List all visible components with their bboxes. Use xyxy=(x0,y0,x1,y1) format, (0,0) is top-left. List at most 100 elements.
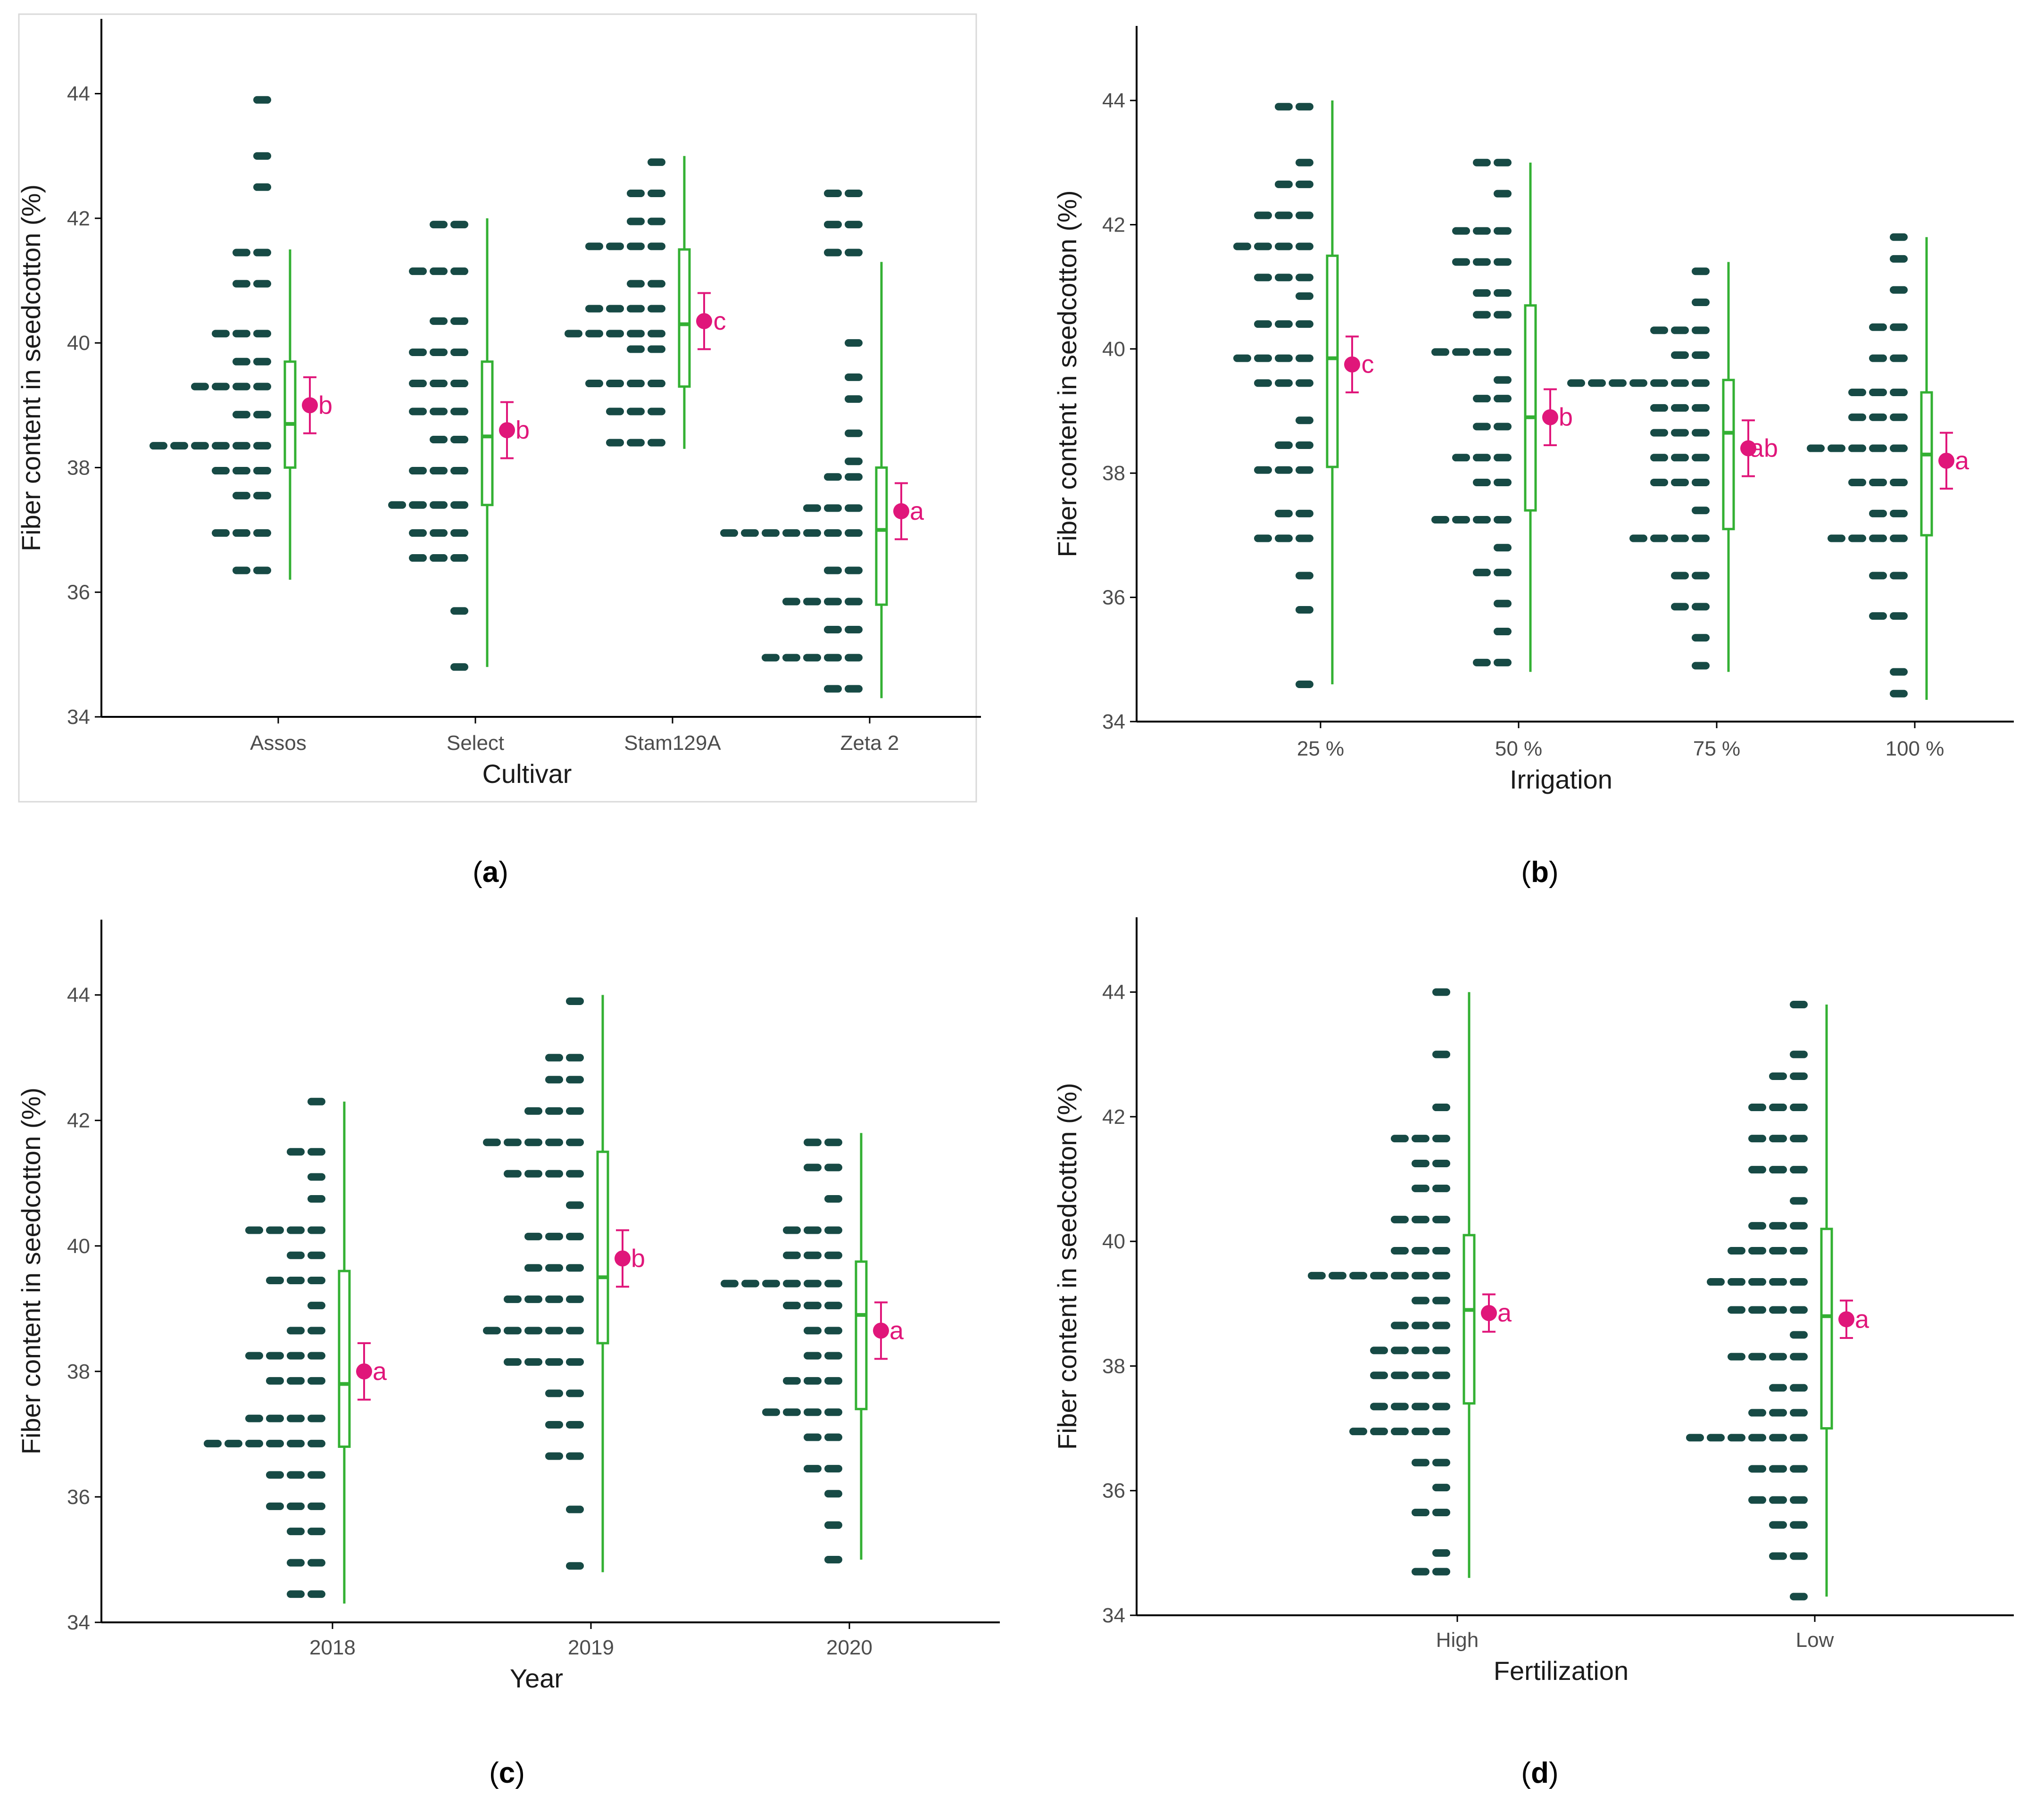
y-tick-label: 34 xyxy=(67,1611,90,1634)
data-dot xyxy=(783,1251,801,1259)
data-dot xyxy=(1412,1459,1429,1467)
panel-label: (a) xyxy=(473,856,508,889)
data-dot xyxy=(1494,227,1512,235)
data-dot xyxy=(566,1358,584,1366)
y-tick-label: 34 xyxy=(1102,710,1125,733)
data-dot xyxy=(824,529,842,537)
data-dot xyxy=(1254,379,1272,387)
significance-letter: c xyxy=(714,307,726,335)
significance-letter: a xyxy=(1955,447,1969,475)
data-dot xyxy=(1494,478,1512,486)
data-dot xyxy=(1790,1050,1808,1058)
data-dot xyxy=(1769,1384,1787,1392)
data-dot xyxy=(606,380,624,388)
box-iqr xyxy=(596,1150,609,1345)
data-dot xyxy=(585,330,603,338)
data-dot xyxy=(1296,242,1313,250)
data-dot xyxy=(1275,103,1293,111)
data-dot xyxy=(1769,1409,1787,1417)
data-dot xyxy=(233,249,250,257)
data-dot xyxy=(212,467,230,475)
data-dot xyxy=(545,1232,563,1240)
data-dot xyxy=(1275,242,1293,250)
significance-letter: ab xyxy=(1750,434,1778,463)
mean-point xyxy=(499,422,515,439)
dot-stack-1 xyxy=(1431,158,1512,666)
data-dot xyxy=(1296,606,1313,614)
data-dot xyxy=(1432,1459,1450,1467)
data-dot xyxy=(307,1148,325,1156)
mean-point xyxy=(873,1322,889,1339)
data-dot xyxy=(1692,534,1710,542)
y-tick-label: 40 xyxy=(67,332,90,355)
dot-stack-1 xyxy=(1686,1001,1808,1601)
data-dot xyxy=(1869,354,1887,362)
y-tick-label: 38 xyxy=(67,1360,90,1383)
data-dot xyxy=(1275,441,1293,449)
data-dot xyxy=(566,1327,584,1335)
data-dot xyxy=(804,1327,822,1335)
data-dot xyxy=(524,1358,542,1366)
data-dot xyxy=(1432,1346,1450,1354)
data-dot xyxy=(824,473,842,481)
data-dot xyxy=(1233,354,1251,362)
data-dot xyxy=(307,1528,325,1536)
data-dot xyxy=(1432,1246,1450,1255)
data-dot xyxy=(804,1163,822,1172)
data-dot xyxy=(504,1170,522,1178)
data-dot xyxy=(1432,1184,1450,1192)
data-dot xyxy=(307,1559,325,1567)
data-dot xyxy=(1432,1549,1450,1557)
panel-label-close-paren: ) xyxy=(499,856,508,889)
data-dot xyxy=(253,96,271,104)
y-tick-label: 36 xyxy=(67,581,90,604)
data-dot xyxy=(1452,515,1470,523)
data-dot xyxy=(245,1226,263,1234)
data-dot xyxy=(483,1138,501,1147)
panel-label: (c) xyxy=(489,1757,525,1789)
data-dot xyxy=(483,1327,501,1335)
data-dot xyxy=(545,1170,563,1178)
data-dot xyxy=(450,435,468,443)
data-dot xyxy=(1890,509,1908,517)
data-dot xyxy=(545,1107,563,1115)
dot-stack-2 xyxy=(1567,267,1710,670)
data-dot xyxy=(307,1302,325,1310)
data-dot xyxy=(1412,1371,1429,1379)
y-tick-label: 34 xyxy=(67,706,90,729)
data-dot xyxy=(1869,478,1887,486)
data-dot xyxy=(1769,1222,1787,1230)
data-dot xyxy=(266,1471,284,1479)
significance-letter: a xyxy=(889,1316,904,1345)
data-dot xyxy=(504,1358,522,1366)
data-dot xyxy=(1790,1246,1808,1255)
data-dot xyxy=(1748,1278,1766,1286)
data-dot xyxy=(845,473,863,481)
box-iqr xyxy=(1326,254,1339,468)
data-dot xyxy=(191,382,209,391)
data-dot xyxy=(1890,389,1908,397)
data-dot xyxy=(1431,515,1449,523)
data-dot xyxy=(1275,274,1293,282)
data-dot xyxy=(170,442,188,450)
data-dot xyxy=(1848,413,1866,421)
data-dot xyxy=(253,566,271,574)
data-dot xyxy=(845,249,863,257)
panel-label-close-paren: ) xyxy=(515,1757,525,1789)
data-dot xyxy=(307,1195,325,1203)
data-dot xyxy=(545,1452,563,1460)
data-dot xyxy=(627,330,645,338)
data-dot xyxy=(450,529,468,537)
data-dot xyxy=(1349,1271,1367,1280)
data-dot xyxy=(1728,1353,1745,1361)
data-dot xyxy=(430,435,448,443)
data-dot xyxy=(1432,1271,1450,1280)
data-dot xyxy=(824,190,842,197)
data-dot xyxy=(545,1358,563,1366)
dot-stack-0 xyxy=(1308,988,1450,1576)
data-dot xyxy=(253,467,271,475)
x-tick-label: Select xyxy=(447,731,504,755)
y-tick-label: 40 xyxy=(67,1235,90,1258)
data-dot xyxy=(585,380,603,388)
data-dot xyxy=(627,280,645,288)
